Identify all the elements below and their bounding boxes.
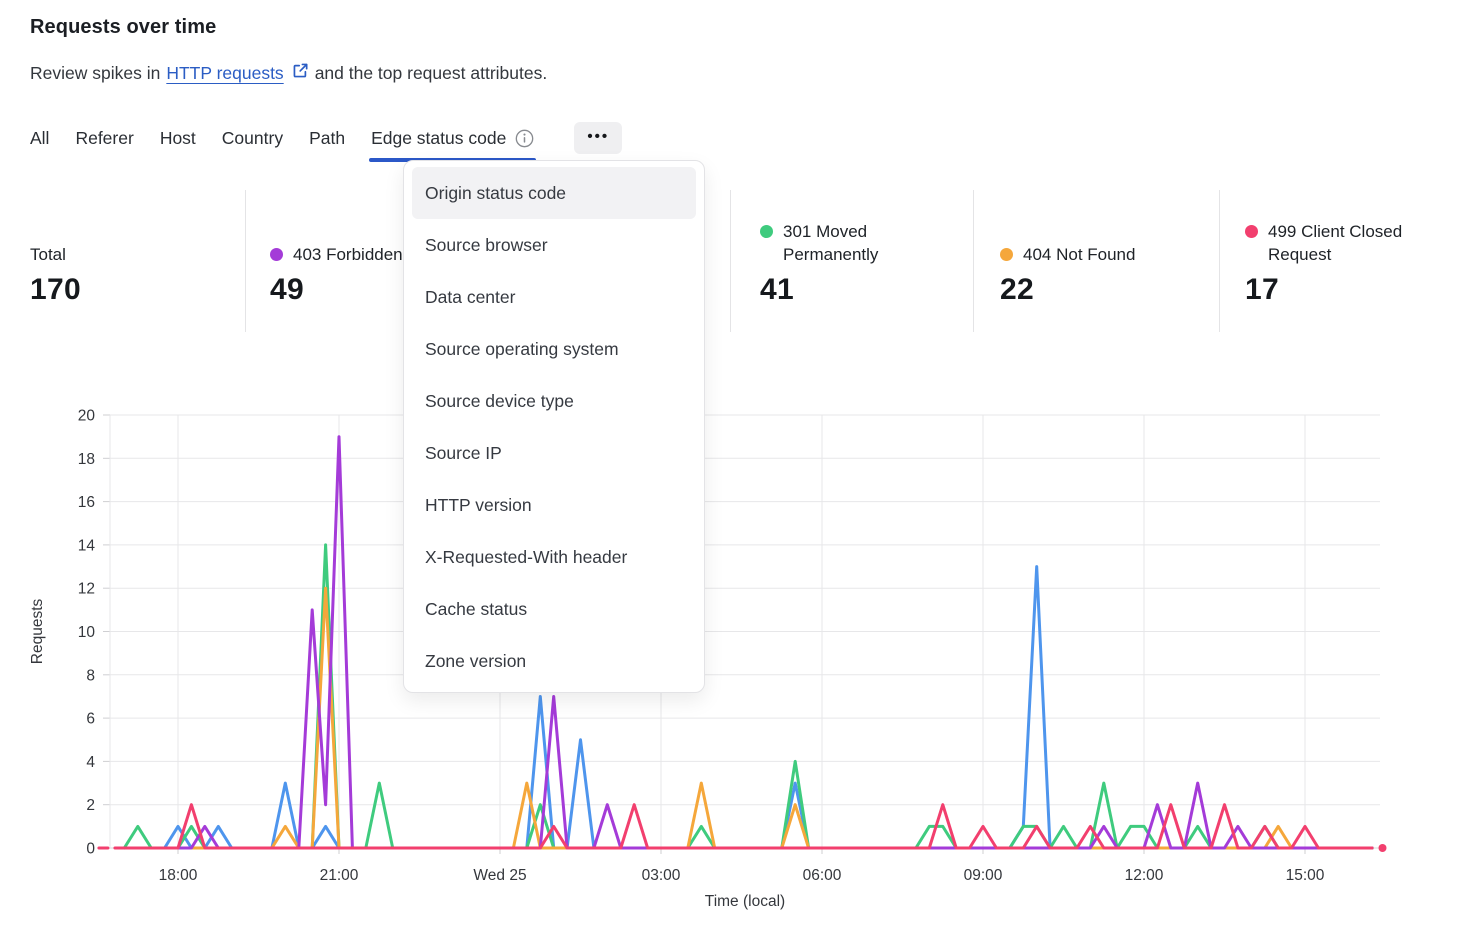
svg-text:Wed 25: Wed 25	[473, 867, 526, 884]
stat-label: 301 Moved Permanently	[783, 222, 879, 264]
stat-label: Total	[30, 245, 66, 264]
svg-text:16: 16	[78, 494, 95, 511]
svg-text:10: 10	[78, 624, 96, 641]
tab-edge-status-code[interactable]: Edge status code	[369, 128, 537, 162]
attribute-dropdown-menu: Origin status code Source browser Data c…	[403, 160, 705, 693]
stat-label: 403 Forbidden	[293, 245, 403, 264]
tabs-bar: All Referer Host Country Path Edge statu…	[30, 121, 623, 162]
stat-value: 17	[1245, 273, 1279, 306]
svg-text:12: 12	[78, 581, 95, 598]
stat-label: 404 Not Found	[1023, 245, 1136, 264]
menu-item-source-ip[interactable]: Source IP	[425, 442, 502, 463]
menu-item-cache-status[interactable]: Cache status	[425, 598, 528, 619]
svg-text:8: 8	[86, 667, 95, 684]
menu-item-x-requested-with-header[interactable]: X-Requested-With header	[425, 546, 628, 567]
stat-divider	[973, 190, 974, 332]
ellipsis-icon: •••	[587, 127, 610, 145]
svg-text:03:00: 03:00	[642, 867, 681, 884]
subtitle-suffix: and the top request attributes.	[314, 62, 548, 83]
legend-dot-404	[1000, 248, 1013, 261]
stat-403-forbidden: 403 Forbidden 49	[270, 243, 403, 307]
tab-path[interactable]: Path	[309, 127, 346, 148]
svg-text:2: 2	[86, 797, 95, 814]
svg-text:18: 18	[78, 451, 95, 468]
active-tab-underline	[369, 157, 537, 162]
stat-label: 499 Client Closed Request	[1268, 222, 1403, 264]
legend-dot-499	[1245, 225, 1258, 238]
stat-value: 49	[270, 273, 304, 306]
tab-all[interactable]: All	[30, 127, 50, 148]
svg-text:12:00: 12:00	[1125, 867, 1164, 884]
svg-text:09:00: 09:00	[964, 867, 1003, 884]
requests-over-time-chart: 0 2 4 6 8 10 12 14 16 18 20 18:00 21:00 Wed 25 03:00 06…	[0, 395, 1458, 940]
stat-value: 22	[1000, 273, 1034, 306]
svg-text:20: 20	[78, 408, 96, 425]
chart-canvas: 0 2 4 6 8 10 12 14 16 18 20 18:00 21:00 Wed 25 03:00 06…	[29, 408, 1387, 910]
menu-item-source-operating-system[interactable]: Source operating system	[425, 338, 619, 359]
stat-divider	[730, 190, 731, 332]
menu-item-source-device-type[interactable]: Source device type	[425, 390, 574, 411]
subtitle: Review spikes in HTTP requests and the t…	[30, 62, 547, 84]
stat-total: Total 170	[30, 243, 81, 307]
svg-text:6: 6	[86, 711, 95, 728]
more-tabs-button[interactable]: •••	[574, 122, 623, 154]
legend-dot-403	[270, 248, 283, 261]
http-requests-link[interactable]: HTTP requests	[166, 62, 284, 83]
svg-text:Time (local): Time (local)	[705, 893, 785, 910]
svg-text:0: 0	[86, 841, 95, 858]
stat-404-not-found: 404 Not Found 22	[1000, 243, 1135, 307]
svg-text:15:00: 15:00	[1286, 867, 1325, 884]
svg-text:21:00: 21:00	[320, 867, 359, 884]
menu-item-origin-status-code[interactable]: Origin status code	[412, 167, 696, 219]
menu-item-source-browser[interactable]: Source browser	[425, 234, 548, 255]
stat-value: 41	[760, 273, 794, 306]
external-link-icon	[292, 62, 309, 84]
stat-499-client-closed-request: 499 Client Closed Request 17	[1245, 220, 1403, 307]
tab-referer[interactable]: Referer	[75, 127, 134, 148]
svg-text:06:00: 06:00	[803, 867, 842, 884]
stat-301-moved-permanently: 301 Moved Permanently 41	[760, 220, 905, 307]
svg-text:4: 4	[86, 754, 95, 771]
tab-country[interactable]: Country	[221, 127, 284, 148]
svg-text:18:00: 18:00	[159, 867, 198, 884]
info-icon[interactable]	[515, 129, 534, 148]
menu-item-data-center[interactable]: Data center	[425, 286, 516, 307]
tab-host[interactable]: Host	[159, 127, 196, 148]
menu-item-zone-version[interactable]: Zone version	[425, 650, 527, 671]
stat-value: 170	[30, 273, 81, 306]
svg-text:14: 14	[78, 537, 96, 554]
subtitle-prefix: Review spikes in	[30, 62, 161, 83]
svg-text:Requests: Requests	[29, 599, 46, 665]
stat-divider	[1219, 190, 1220, 332]
page-title: Requests over time	[30, 16, 217, 38]
legend-dot-301	[760, 225, 773, 238]
menu-item-http-version[interactable]: HTTP version	[425, 494, 532, 515]
stat-divider	[245, 190, 246, 332]
